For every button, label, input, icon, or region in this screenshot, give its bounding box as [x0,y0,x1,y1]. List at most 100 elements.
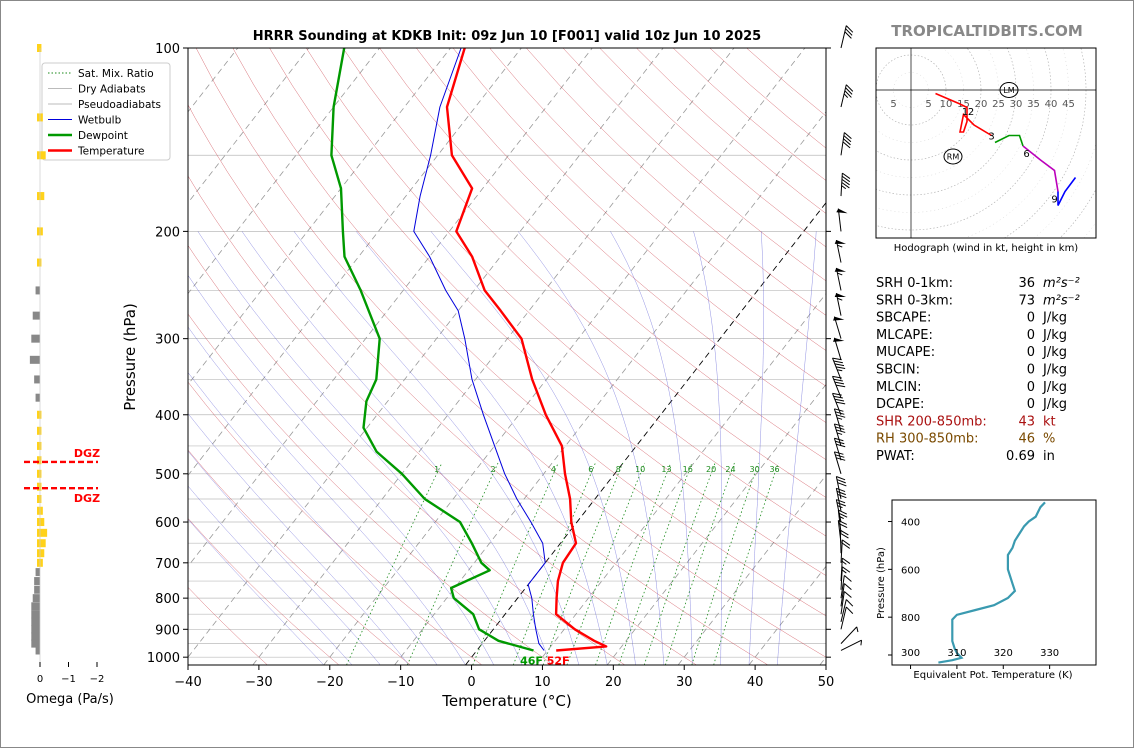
theta-e-y-label: Pressure (hPa) [876,547,887,619]
mixing-ratio-line [643,462,716,665]
barb-full [832,375,842,379]
parameter-value: 46 [1018,432,1035,447]
barb-half [841,560,847,565]
omega-bar [37,482,42,491]
barb-full [842,557,851,564]
barb-staff [840,599,847,622]
barb-full [844,31,852,39]
hodograph-height-label: 1 [962,107,968,118]
barb-full [842,141,851,149]
omega-bar [35,393,40,402]
parameter-unit: J/kg [1042,397,1067,412]
barb-full [836,429,846,433]
x-tick-label: −30 [245,675,272,690]
barb-full [834,451,844,455]
parameter-label: SBCAPE: [876,311,931,326]
mixing-ratio-line [665,462,735,665]
parameter-unit: in [1043,449,1055,464]
omega-bar [37,518,45,527]
barb-staff [840,575,845,599]
barb-staff [832,393,842,415]
barb-staff [832,376,842,398]
legend-entry: Pseudoadiabats [78,99,161,111]
barb-half [837,369,843,372]
wind-barb [840,606,854,630]
omega-panel: 0 −1 −2 DGZ DGZ [24,44,104,685]
barb-half [837,244,843,248]
y-tick-label: 500 [155,468,180,483]
omega-bar [29,355,40,364]
theta-e-x-tick-label: 300 [901,648,920,659]
isotherm-line [677,474,826,665]
barb-full [841,542,851,549]
barb-staff [840,25,847,49]
parameter-label: DCAPE: [876,397,924,412]
theta-e-y-tick-label: 600 [901,565,920,576]
dry-adiabat [188,517,340,665]
parameter-table: SRH 0-1km: 36 m²s⁻² SRH 0-3km: 73 m²s⁻² SBCAPE… [876,276,1080,464]
wind-barb [834,293,847,316]
legend-entry: Temperature [77,146,145,158]
isotherm-line [188,48,664,658]
hodograph-ring-label: 10 [940,99,953,110]
pseudoadiabat [188,372,438,665]
barb-staff [840,566,843,590]
wind-barb [833,408,846,431]
barb-half [838,515,844,520]
hodograph-height-label: 6 [1023,149,1029,160]
barb-half [841,569,847,574]
barb-full [836,479,846,484]
barb-full [845,87,853,95]
isotherm-line [188,48,522,477]
barb-full [836,499,846,504]
isotherm-line [465,202,826,665]
dry-adiabat [188,104,769,665]
omega-bar [31,334,40,343]
barb-full [845,599,854,607]
barb-full [834,423,844,427]
barb-full [837,482,847,487]
barb-full [836,414,846,418]
mixing-ratio-line [595,462,672,665]
pseudoadiabat [610,231,693,665]
theta-e-x-tick-label: 330 [1040,648,1059,659]
barb-full [836,443,846,448]
barb-staff [840,583,845,607]
barb-full [835,440,845,445]
hodograph-ring-label: 40 [1045,99,1058,110]
barb-staff [840,84,847,108]
barb-full [844,90,852,98]
hodograph-ring-label: 35 [1027,99,1040,110]
x-tick-label: 30 [676,675,693,690]
barb-staff [840,173,843,197]
barb-full [838,512,848,518]
parameter-value: 0 [1027,380,1035,395]
wind-barb [840,25,854,49]
y-tick-label: 900 [155,623,180,638]
isotherm-line [188,48,593,567]
omega-bar [31,610,40,619]
parameter-unit: m²s⁻² [1043,276,1080,291]
x-tick-label: 0 [467,675,475,690]
legend-box [41,62,171,161]
storm-motion-label: RM [947,153,960,162]
wind-barb [840,132,852,156]
isotherm-line [606,383,826,665]
omega-x-label: Omega (Pa/s) [26,692,114,707]
mixing-ratio-label: 10 [635,465,645,474]
barb-flag [836,208,848,214]
barb-full [838,509,847,515]
barb-full [834,398,845,402]
legend: Sat. Mix. Ratio Dry Adiabats Pseudoadiabat… [41,62,171,161]
hodograph-ring-label: 45 [1062,99,1075,110]
parameter-unit: J/kg [1042,363,1067,378]
wind-barb [832,375,846,398]
barb-full [834,363,845,367]
dry-adiabat [188,244,626,665]
wind-barb [833,451,846,474]
theta-e-plot-area [891,499,1097,666]
barb-full [835,426,845,430]
omega-bar [31,639,40,648]
omega-bar [37,151,46,160]
omega-bar [37,469,42,478]
